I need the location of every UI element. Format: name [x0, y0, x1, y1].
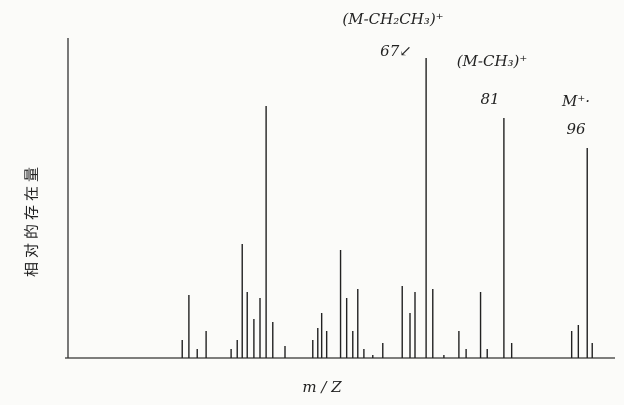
annotation: 96	[566, 120, 586, 138]
peak	[382, 343, 383, 358]
peak	[188, 295, 189, 358]
peak	[592, 343, 593, 358]
peak	[402, 286, 403, 358]
peak	[265, 106, 266, 358]
peak	[372, 355, 373, 358]
peak	[425, 58, 426, 358]
peak	[272, 322, 273, 358]
peak	[409, 313, 410, 358]
peak	[205, 331, 206, 358]
peak	[357, 289, 358, 358]
chart: m / Z 相对的存在量 (M-CH₂CH₃)⁺ 67↙ (M-CH₃)⁺ 81…	[0, 0, 624, 405]
annotation: 67↙	[380, 42, 412, 60]
peak	[321, 313, 322, 358]
peak	[587, 148, 588, 358]
peak	[511, 343, 512, 358]
annotation: (M-CH₃)⁺	[457, 52, 528, 70]
peak	[346, 298, 347, 358]
peak	[571, 331, 572, 358]
peak	[182, 340, 183, 358]
peak	[432, 289, 433, 358]
peak	[487, 349, 488, 358]
peak	[237, 340, 238, 358]
peak	[578, 325, 579, 358]
annotation: 81	[480, 90, 499, 108]
peak	[363, 349, 364, 358]
peak	[414, 292, 415, 358]
peak	[253, 319, 254, 358]
peak	[443, 355, 444, 358]
peak	[503, 118, 504, 358]
peak	[458, 331, 459, 358]
x-axis-label: m / Z	[302, 378, 342, 396]
annotation: (M-CH₂CH₃)⁺	[342, 10, 443, 28]
peak	[352, 331, 353, 358]
peak	[242, 244, 243, 358]
peak	[230, 349, 231, 358]
peak	[247, 292, 248, 358]
y-axis-label: 相对的存在量	[23, 163, 41, 277]
peak	[326, 331, 327, 358]
peak	[312, 340, 313, 358]
peak	[317, 328, 318, 358]
peak	[259, 298, 260, 358]
peak	[340, 250, 341, 358]
peak	[197, 349, 198, 358]
peak	[480, 292, 481, 358]
annotation: M⁺·	[561, 92, 590, 110]
peak	[284, 346, 285, 358]
peak	[465, 349, 466, 358]
